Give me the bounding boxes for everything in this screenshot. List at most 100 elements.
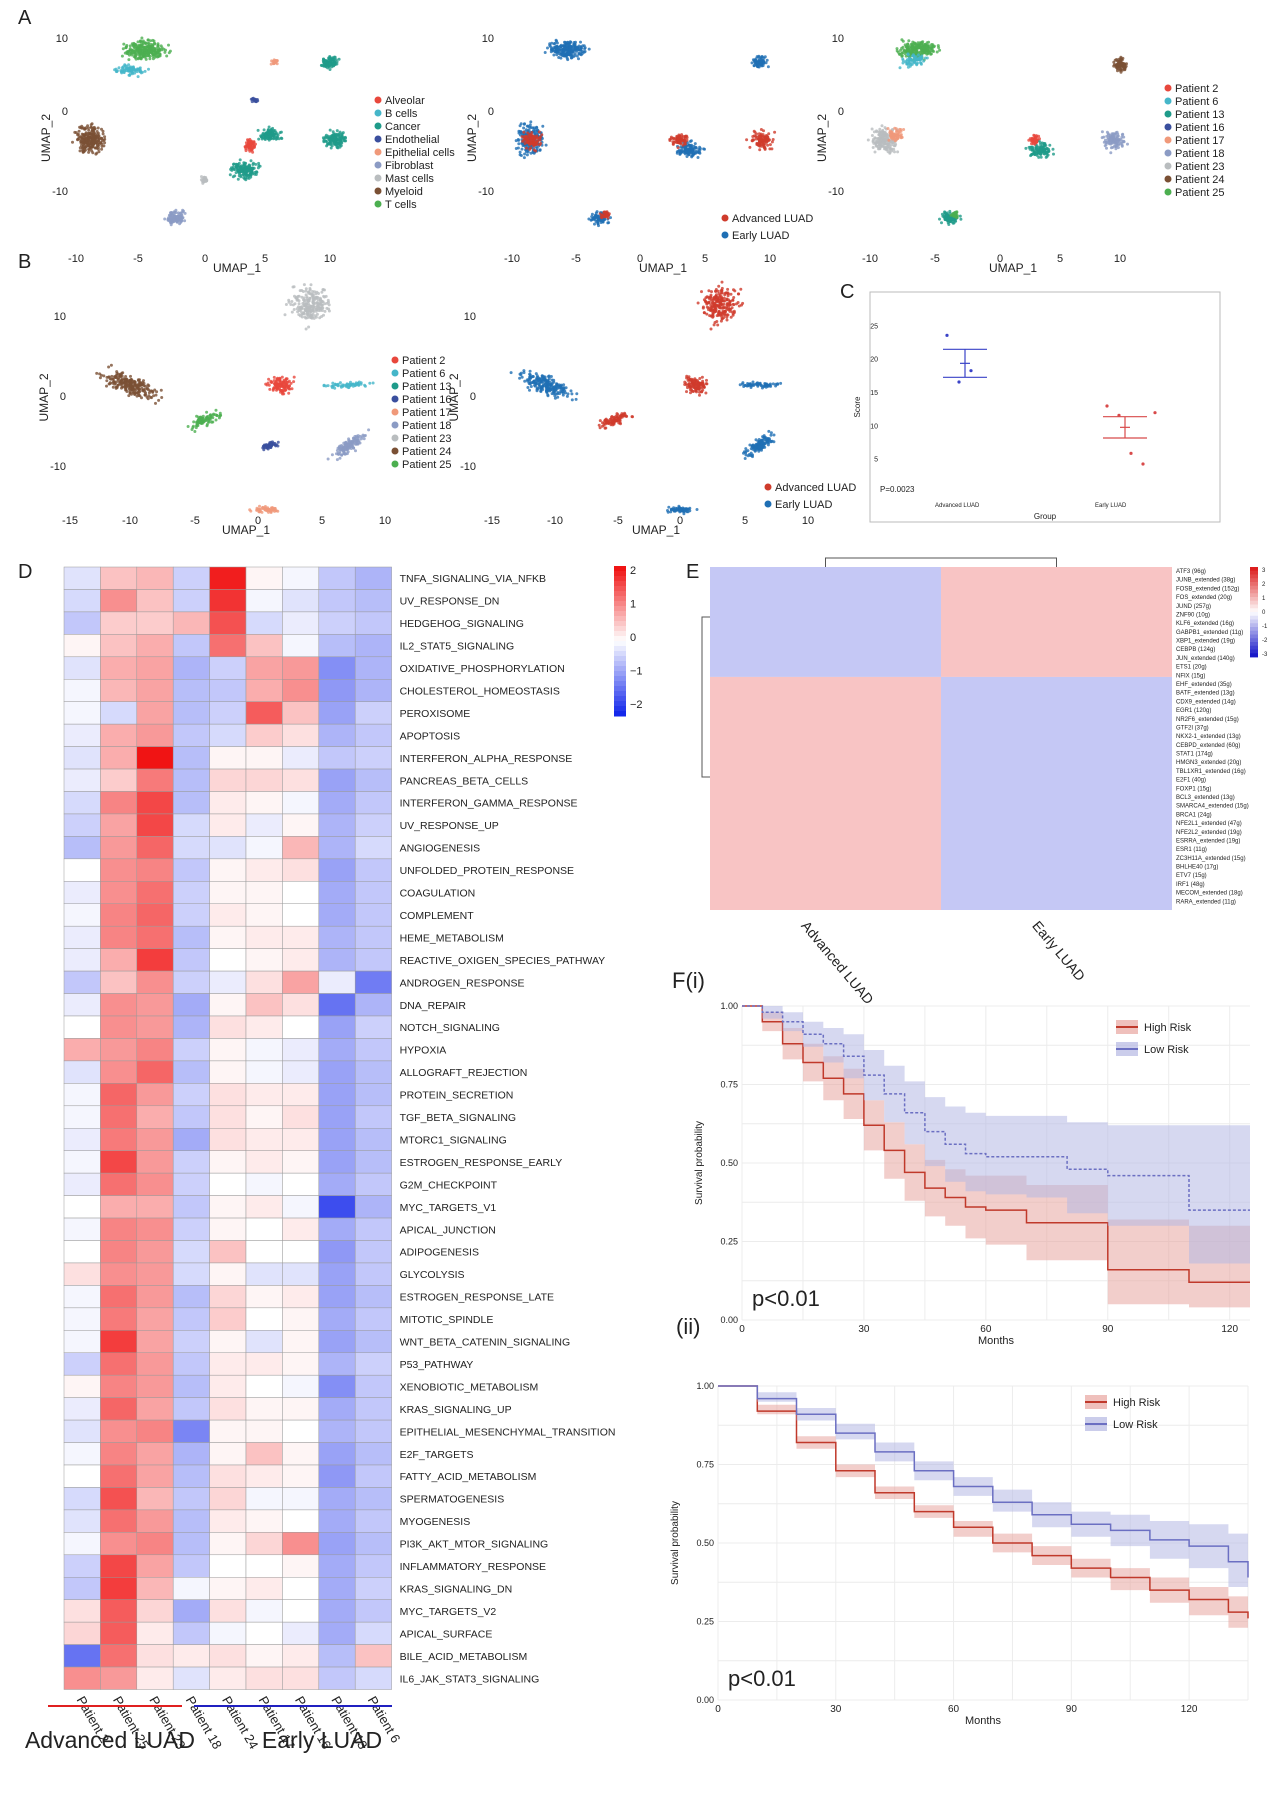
- umap-point: [684, 382, 688, 386]
- umap-point: [331, 384, 335, 388]
- umap-point: [546, 393, 550, 397]
- cluster-b2-early-line: [738, 380, 783, 390]
- b2-xlabel: UMAP_1: [632, 523, 680, 537]
- umap-point: [322, 294, 326, 298]
- umap-point: [1103, 144, 1107, 148]
- umap-point: [367, 428, 371, 432]
- umap-point: [555, 383, 558, 387]
- umap-point: [892, 133, 896, 137]
- umap-point: [243, 145, 247, 149]
- umap-point: [136, 44, 140, 48]
- a1-ylabel: UMAP_2: [39, 114, 53, 162]
- umap-point: [356, 381, 360, 385]
- umap-point: [509, 371, 513, 375]
- cluster-b-cells: [113, 63, 150, 79]
- umap-point: [720, 286, 724, 290]
- umap-point: [143, 41, 147, 45]
- umap-point: [598, 212, 602, 216]
- umap-point: [722, 302, 726, 306]
- umap-point: [192, 420, 196, 424]
- umap-point: [362, 437, 366, 441]
- umap-point: [242, 176, 246, 180]
- umap-point: [1039, 155, 1043, 159]
- umap-point: [582, 44, 586, 48]
- umap-point: [287, 379, 291, 383]
- umap-point: [233, 174, 237, 178]
- umap-point: [292, 285, 296, 289]
- umap-point: [523, 122, 526, 126]
- umap-point: [80, 124, 84, 128]
- umap-point: [535, 389, 539, 393]
- umap-point: [159, 388, 163, 392]
- a1-ytick: 0: [62, 106, 68, 118]
- umap-point: [753, 130, 757, 134]
- umap-point: [287, 391, 291, 395]
- umap-point: [720, 280, 724, 284]
- umap-point: [915, 49, 919, 53]
- umap-point: [709, 298, 713, 302]
- umap-point: [676, 146, 680, 150]
- a1-legend-label: Endothelial: [385, 134, 439, 146]
- umap-point: [95, 146, 99, 150]
- cluster-b-p18: [326, 428, 371, 462]
- umap-point: [90, 126, 93, 130]
- umap-point: [726, 294, 730, 298]
- umap-point: [308, 296, 312, 300]
- umap-point: [251, 97, 255, 101]
- umap-point: [338, 381, 342, 385]
- umap-point: [538, 384, 542, 388]
- umap-point: [880, 144, 884, 148]
- umap-point: [566, 40, 570, 44]
- umap-point: [529, 385, 533, 388]
- umap-point: [703, 147, 706, 151]
- a2-legend-swatch: [721, 231, 729, 239]
- a3-legend-label: Patient 13: [1175, 109, 1225, 121]
- umap-point: [755, 61, 759, 65]
- panel-label-e: E: [686, 561, 699, 583]
- umap-point: [143, 55, 147, 59]
- umap-point: [597, 224, 600, 228]
- umap-point: [732, 296, 736, 299]
- umap-point: [123, 51, 127, 55]
- cluster-b-p6: [322, 380, 375, 390]
- umap-point: [929, 47, 933, 51]
- a1-legend-label: T cells: [385, 199, 417, 211]
- umap-point: [246, 144, 249, 147]
- b2-xtick: -10: [547, 515, 563, 527]
- umap-point: [529, 141, 533, 145]
- umap-point: [175, 215, 179, 219]
- umap-point: [254, 162, 258, 166]
- a2-ytick: 10: [482, 33, 494, 45]
- umap-point: [331, 64, 335, 68]
- umap-point: [549, 375, 553, 378]
- b-legend-label: Patient 18: [402, 420, 452, 432]
- umap-point: [1035, 150, 1039, 154]
- umap-point: [937, 46, 941, 50]
- umap-point: [146, 41, 150, 45]
- umap-point: [273, 383, 277, 387]
- umap-point: [899, 136, 903, 140]
- umap-point: [931, 43, 935, 47]
- umap-point: [249, 159, 253, 163]
- umap-point: [133, 71, 137, 75]
- umap-point: [193, 430, 197, 433]
- umap-point: [541, 380, 545, 383]
- umap-point: [757, 143, 761, 147]
- umap-point: [516, 138, 520, 141]
- umap-point: [299, 305, 303, 309]
- b2-ylabel: UMAP_2: [447, 373, 461, 421]
- umap-point: [732, 288, 735, 292]
- umap-point: [765, 58, 769, 62]
- umap-point: [680, 146, 684, 150]
- umap-point: [319, 298, 323, 301]
- umap-point: [241, 166, 245, 170]
- umap-point: [917, 53, 920, 57]
- umap-point: [873, 150, 877, 154]
- umap-point: [731, 312, 735, 316]
- umap-point: [302, 283, 306, 287]
- umap-point: [1114, 63, 1118, 67]
- umap-point: [947, 223, 951, 226]
- umap-point: [271, 388, 275, 392]
- umap-point: [1111, 145, 1115, 149]
- umap-point: [1105, 146, 1108, 150]
